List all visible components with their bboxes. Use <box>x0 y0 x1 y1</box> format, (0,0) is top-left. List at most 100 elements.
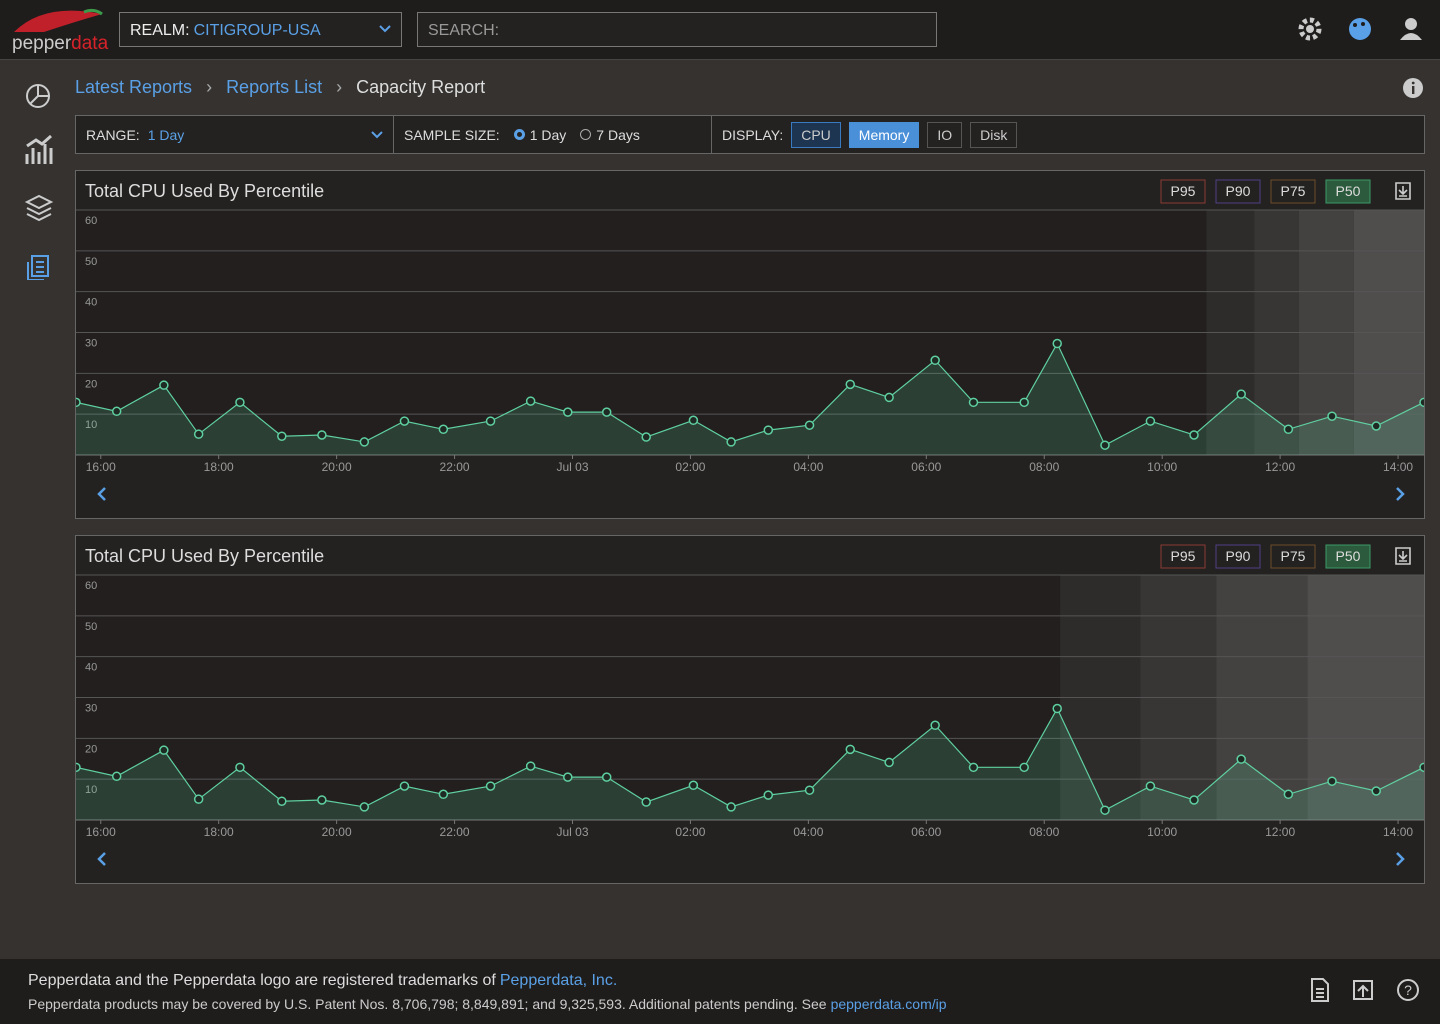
point <box>845 379 855 390</box>
point <box>1327 776 1337 786</box>
range-label: RANGE: <box>86 126 140 143</box>
crumb[interactable]: Reports List <box>226 77 323 97</box>
legend-button[interactable] <box>1270 179 1316 204</box>
legend-label: P50 <box>1336 548 1361 564</box>
breadcrumb: Latest Reports › Reports List › Capacity R… <box>75 77 485 98</box>
point <box>641 797 651 807</box>
chevron <box>371 131 383 139</box>
chart: Total CPU Used By Percentile P95 P90 P75 P50… <box>71 544 1429 866</box>
info-icon[interactable] <box>1402 77 1424 99</box>
user-icon[interactable] <box>1405 18 1417 30</box>
footer-text: Pepperdata and the Pepperdata logo are r… <box>28 972 496 989</box>
point <box>159 745 169 755</box>
chart-panel: Total CPU Used By Percentile P95 P90 P75 P50… <box>71 170 1429 519</box>
point <box>485 416 496 426</box>
upload-icon[interactable] <box>1353 980 1373 1000</box>
x-tick-label: 12:00 <box>1265 460 1295 474</box>
header-icons <box>1298 17 1422 41</box>
legend-button[interactable] <box>1160 179 1206 204</box>
display-button[interactable]: CPU <box>791 121 841 148</box>
point <box>1419 397 1429 408</box>
y-tick-label: 40 <box>85 662 97 674</box>
footer-link[interactable]: pepperdata.com/ip <box>830 996 947 1012</box>
point <box>317 795 327 805</box>
point <box>1052 703 1062 714</box>
trademark-notice: Pepperdata and the Pepperdata logo are r… <box>28 972 617 990</box>
nav-reports[interactable] <box>27 255 49 280</box>
y-tick-label: 50 <box>85 256 97 268</box>
x-tick-label: 18:00 <box>204 460 234 474</box>
next-arrow[interactable] <box>1396 852 1405 866</box>
point <box>726 437 736 447</box>
legend-label: P50 <box>1336 183 1361 199</box>
legend-label: P90 <box>1226 548 1251 564</box>
legend-button[interactable] <box>1325 179 1371 204</box>
display-options: DISPLAY: CPU Memory IO Disk <box>712 116 1027 153</box>
realm-select[interactable]: REALM: CITIGROUP-USA <box>119 12 402 47</box>
point <box>71 762 81 773</box>
radio-option[interactable]: 1 Day <box>513 127 566 143</box>
y-tick-label: 40 <box>85 297 97 309</box>
y-tick-label: 60 <box>85 580 97 592</box>
point <box>930 720 940 731</box>
point <box>763 425 774 435</box>
point <box>563 772 573 782</box>
display-button[interactable]: Disk <box>970 121 1018 148</box>
sample-label: SAMPLE SIZE: <box>404 126 500 143</box>
x-tick-label: 10:00 <box>1147 460 1177 474</box>
point <box>601 772 612 782</box>
crumb[interactable]: Latest Reports <box>75 77 193 97</box>
settings-icon[interactable] <box>1298 17 1322 41</box>
theme-icon[interactable] <box>1349 18 1371 40</box>
point <box>1189 430 1199 440</box>
point <box>1145 781 1156 791</box>
legend-button[interactable] <box>1160 544 1206 569</box>
point <box>563 407 573 417</box>
x-tick-label: 22:00 <box>440 825 470 839</box>
legend-button[interactable] <box>1270 544 1316 569</box>
point <box>688 415 699 426</box>
point <box>1145 416 1156 426</box>
x-tick-label: 06:00 <box>911 825 941 839</box>
docs-icon[interactable] <box>1311 978 1329 1002</box>
point <box>641 432 651 442</box>
point <box>235 397 245 408</box>
x-tick-label: 02:00 <box>675 460 705 474</box>
y-tick-label: 20 <box>85 743 97 755</box>
legend-button[interactable] <box>1215 179 1261 204</box>
nav-stack[interactable] <box>24 194 54 222</box>
range-select[interactable]: RANGE: 1 Day <box>76 116 394 153</box>
download-icon[interactable] <box>1395 182 1411 200</box>
point <box>688 780 699 791</box>
search-input[interactable]: SEARCH: <box>417 12 937 47</box>
sidebar <box>24 84 54 280</box>
point <box>399 781 410 791</box>
download-icon[interactable] <box>1395 547 1411 565</box>
x-tick-label: 06:00 <box>911 460 941 474</box>
prev-arrow[interactable] <box>97 852 106 866</box>
legend-button[interactable] <box>1325 544 1371 569</box>
point <box>277 796 287 806</box>
point <box>884 757 894 768</box>
nav-charts[interactable] <box>25 134 53 164</box>
display-button[interactable]: Memory <box>848 121 920 148</box>
legend-label: P90 <box>1226 183 1251 199</box>
separator: › <box>206 77 213 97</box>
footer-link[interactable]: Pepperdata, Inc. <box>499 972 618 989</box>
y-tick-label: 30 <box>85 338 97 350</box>
radio <box>513 129 525 140</box>
display-button[interactable]: IO <box>927 121 963 148</box>
x-tick-label: 20:00 <box>322 825 352 839</box>
next-arrow[interactable] <box>1396 487 1405 501</box>
chart-panel: Total CPU Used By Percentile P95 P90 P75 P50… <box>71 535 1429 884</box>
point <box>884 392 894 403</box>
chevron <box>379 25 391 33</box>
prev-arrow[interactable] <box>97 487 106 501</box>
point <box>804 420 815 430</box>
help-icon[interactable] <box>1397 979 1419 1001</box>
point <box>763 790 774 800</box>
legend-button[interactable] <box>1215 544 1261 569</box>
logo[interactable]: pepperdata <box>12 33 108 55</box>
radio-option[interactable]: 7 Days <box>580 127 640 143</box>
